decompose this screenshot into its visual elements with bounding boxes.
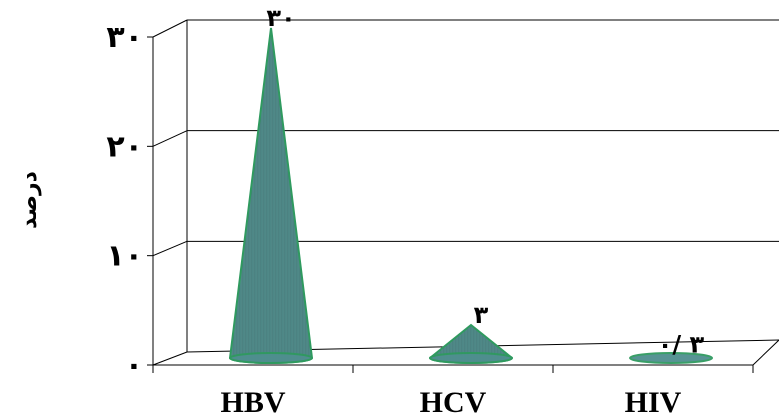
y-axis-label: درصد (17, 171, 42, 229)
cone-base (229, 352, 313, 364)
side-wall-line (152, 130, 188, 147)
cone-body (228, 27, 314, 364)
data-label: ۰/ ۳ (658, 331, 705, 359)
y-tick-label: ۳۰ (106, 20, 143, 55)
cone-hbv (228, 27, 314, 364)
x-tick-label: HBV (220, 386, 285, 417)
y-tick-label: ۱۰ (106, 239, 143, 274)
data-label: ۳۰ (266, 4, 295, 32)
y-tick-label: ۲۰ (106, 129, 143, 164)
cone-hiv (629, 352, 713, 364)
cone-series (228, 27, 713, 364)
side-wall-line (152, 240, 188, 257)
data-label: ۳ (474, 301, 489, 329)
y-tick-label: ۰ (125, 348, 143, 383)
y-axis: ۰ ۱۰ ۲۰ ۳۰ (106, 20, 154, 383)
cone-hcv (428, 323, 514, 364)
side-wall-line (152, 19, 188, 38)
data-labels: ۳۰ ۳ ۰/ ۳ (266, 4, 704, 359)
x-tick-label: HIV (625, 386, 682, 417)
cone-base (429, 352, 513, 364)
side-wall-line (152, 351, 188, 366)
x-axis: HBV HCV HIV (152, 364, 754, 417)
cone-base (629, 352, 713, 364)
x-tick-label: HCV (420, 386, 487, 417)
floor-right-edge (752, 339, 779, 366)
